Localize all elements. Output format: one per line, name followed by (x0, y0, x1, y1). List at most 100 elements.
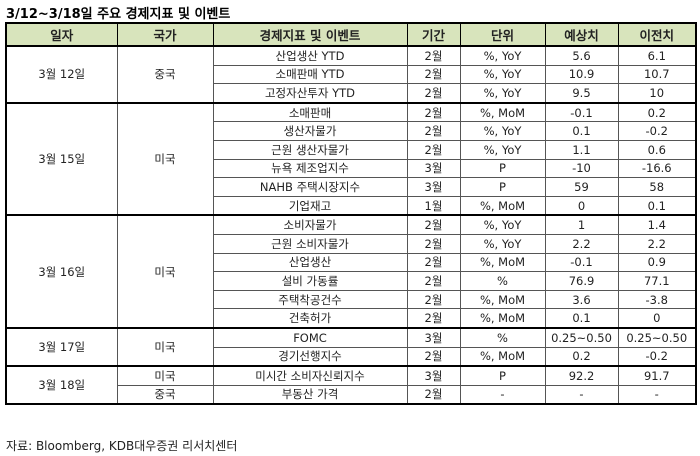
date-cell: 3월 12일 (5, 45, 118, 104)
period-cell: 1월 (406, 195, 461, 217)
indicator-cell: 고정자산투자 YTD (212, 83, 408, 104)
forecast-cell: 1 (544, 214, 619, 235)
forecast-cell: 9.5 (544, 83, 619, 104)
unit-cell: %, MoM (459, 252, 546, 273)
table-row: 기업재고 1월%, MoM 0 0.1 (6, 195, 697, 217)
forecast-cell: 92.2 (544, 365, 619, 386)
indicator-cell: 생산자물가 (212, 121, 408, 141)
indicator-cell: 산업생산 (212, 252, 408, 273)
period-cell: 2월 (406, 308, 461, 329)
unit-cell: %, YoY (459, 45, 546, 66)
column-header: 경제지표 및 이벤트 (212, 22, 408, 47)
forecast-cell: 5.6 (544, 45, 619, 66)
period-cell: 2월 (406, 45, 461, 66)
forecast-cell: -10 (544, 158, 619, 179)
country-cell: 미국 (116, 327, 214, 368)
previous-cell: 1.4 (617, 214, 697, 235)
indicator-cell: 소비자물가 (212, 214, 408, 235)
economic-calendar-table: 일자 국가 경제지표 및 이벤트 기간 단위 예상치 이전치 3월 12일 중국 산업생산 YT… (5, 22, 697, 406)
indicator-cell: NAHB 주택시장지수 (212, 177, 408, 197)
forecast-cell: 0.1 (544, 308, 619, 329)
column-header: 국가 (116, 22, 214, 47)
country-cell: 미국 (116, 102, 214, 217)
previous-cell: 10.7 (617, 64, 697, 85)
indicator-cell: 부동산 가격 (212, 384, 408, 406)
unit-cell: % (459, 327, 546, 348)
table-row: 3월 17일 미국 FOMC 3월% 0.25~0.50 0.25~0.50 (5, 327, 697, 368)
indicator-cell: 기업재고 (212, 195, 408, 217)
forecast-cell: 59 (544, 177, 619, 197)
forecast-cell: 1.1 (544, 139, 619, 160)
previous-cell: 0.9 (617, 252, 697, 273)
previous-cell: - (617, 384, 697, 406)
forecast-cell: -0.1 (544, 252, 619, 273)
unit-cell: %, MoM (459, 346, 546, 368)
table-row: 3월 18일 미국 미시간 소비자신뢰지수 3월 P 92.2 91.7 (5, 365, 697, 406)
unit-cell: - (459, 384, 546, 406)
unit-cell: %, YoY (459, 121, 546, 141)
table-row: 중국 부동산 가격 2월 - - - (6, 384, 697, 406)
period-cell: 3월 (406, 158, 461, 179)
unit-cell: %, YoY (459, 83, 546, 104)
period-cell: 3월 (406, 327, 461, 348)
column-header: 단위 (459, 22, 546, 47)
unit-cell: P (459, 158, 546, 179)
table-row: 소매판매 YTD 2월%, YoY 10.9 10.7 (6, 64, 697, 85)
indicator-cell: FOMC (212, 327, 408, 348)
previous-cell: 58 (617, 177, 697, 197)
table-row: 근원 생산자물가 2월%, YoY 1.1 0.6 (6, 139, 697, 160)
column-header: 예상치 (544, 22, 619, 47)
unit-cell: % (459, 271, 546, 291)
table-row: 고정자산투자 YTD 2월%, YoY 9.5 10 (6, 83, 697, 104)
period-cell: 3월 (406, 365, 461, 386)
forecast-cell: 0.25~0.50 (544, 327, 619, 348)
previous-cell: 91.7 (617, 365, 697, 386)
period-cell: 2월 (406, 384, 461, 406)
period-cell: 2월 (406, 121, 461, 141)
table-row: 주택착공건수 2월%, MoM 3.6 -3.8 (6, 289, 697, 310)
forecast-cell: 2.2 (544, 233, 619, 254)
indicator-cell: 뉴욕 제조업지수 (212, 158, 408, 179)
country-cell: 미국 (116, 365, 214, 386)
date-cell: 3월 16일 (5, 214, 118, 329)
table-row: 생산자물가 2월%, YoY 0.1 -0.2 (6, 121, 697, 141)
table-row: 건축허가 2월%, MoM 0.1 0 (6, 308, 697, 329)
previous-cell: 77.1 (617, 271, 697, 291)
period-cell: 2월 (406, 83, 461, 104)
previous-cell: -0.2 (617, 121, 697, 141)
unit-cell: P (459, 365, 546, 386)
period-cell: 2월 (406, 64, 461, 85)
unit-cell: %, YoY (459, 139, 546, 160)
previous-cell: -0.2 (617, 346, 697, 368)
date-cell: 3월 17일 (5, 327, 118, 368)
previous-cell: 0.1 (617, 195, 697, 217)
period-cell: 2월 (406, 214, 461, 235)
period-cell: 2월 (406, 139, 461, 160)
country-cell: 중국 (116, 45, 214, 104)
period-cell: 2월 (406, 102, 461, 123)
country-cell: 미국 (116, 214, 214, 329)
header-row: 일자 국가 경제지표 및 이벤트 기간 단위 예상치 이전치 (5, 22, 697, 47)
previous-cell: 0.6 (617, 139, 697, 160)
table-row: 경기선행지수 2월%, MoM 0.2 -0.2 (6, 346, 697, 368)
date-cell: 3월 18일 (5, 365, 118, 406)
unit-cell: %, MoM (459, 195, 546, 217)
source-note: 자료: Bloomberg, KDB대우증권 리서치센터 (6, 439, 238, 453)
previous-cell: 0 (617, 308, 697, 329)
unit-cell: %, YoY (459, 233, 546, 254)
period-cell: 2월 (406, 252, 461, 273)
forecast-cell: 10.9 (544, 64, 619, 85)
indicator-cell: 소매판매 (212, 102, 408, 123)
previous-cell: 0.2 (617, 102, 697, 123)
indicator-cell: 미시간 소비자신뢰지수 (212, 365, 408, 386)
previous-cell: 2.2 (617, 233, 697, 254)
indicator-cell: 산업생산 YTD (212, 45, 408, 66)
previous-cell: 10 (617, 83, 697, 104)
unit-cell: %, YoY (459, 64, 546, 85)
country-cell: 중국 (116, 384, 214, 406)
period-cell: 2월 (406, 271, 461, 291)
unit-cell: %, MoM (459, 308, 546, 329)
table-row: 3월 15일 미국 소매판매 2월%, MoM -0.1 0.2 (5, 102, 697, 217)
forecast-cell: 3.6 (544, 289, 619, 310)
table-row: 산업생산 2월%, MoM -0.1 0.9 (6, 252, 697, 273)
